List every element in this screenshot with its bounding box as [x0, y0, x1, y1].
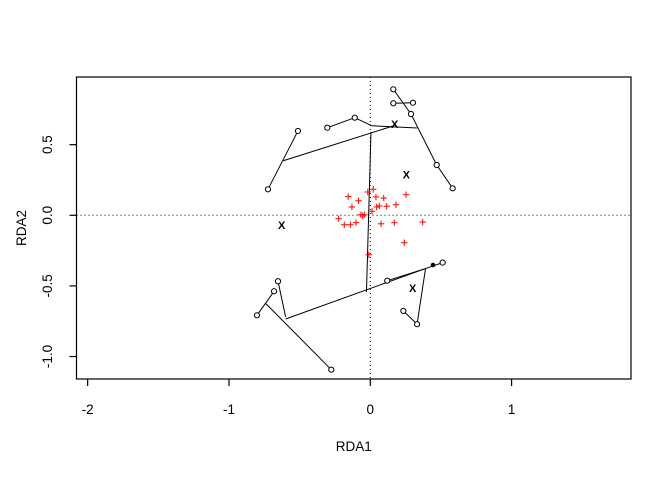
- cluster-segment: [371, 125, 418, 129]
- cluster-segment: [387, 268, 426, 282]
- y-tick-label: -0.5: [40, 274, 55, 297]
- cluster-segment: [365, 131, 372, 293]
- centroid-x-mark: X: [278, 220, 286, 232]
- site-point: [400, 307, 407, 315]
- cluster-segment: [277, 281, 287, 318]
- site-point: [407, 110, 415, 118]
- site-point: [384, 277, 391, 284]
- x-tick-label: 1: [508, 402, 516, 417]
- x-axis-title: RDA1: [336, 439, 372, 454]
- cluster-segment: [285, 268, 426, 320]
- cluster-segment: [393, 102, 413, 104]
- site-point: [328, 366, 335, 373]
- cluster-segment: [392, 88, 412, 115]
- centroid-x-mark: X: [403, 169, 411, 181]
- x-tick-label: -1: [223, 402, 235, 417]
- site-point: [433, 161, 440, 169]
- site-point: [294, 127, 302, 135]
- cluster-segment: [283, 124, 395, 162]
- site-point: [439, 259, 446, 266]
- cluster-segment: [403, 310, 418, 325]
- cluster-segment: [436, 164, 454, 189]
- site-point: [324, 124, 331, 131]
- site-point: [390, 86, 397, 93]
- site-point: [390, 100, 397, 107]
- centroid-x-mark: X: [391, 119, 399, 131]
- site-point: [270, 288, 278, 295]
- site-point: [351, 114, 358, 121]
- cluster-segment: [256, 290, 275, 316]
- cluster-segment: [354, 117, 372, 127]
- y-tick-label: 0.0: [40, 206, 55, 225]
- plot-box: [75, 76, 632, 380]
- cluster-segment: [265, 303, 332, 371]
- y-axis-title: RDA2: [14, 210, 29, 246]
- y-tick-label: -1.0: [40, 345, 55, 368]
- centroid-x-mark: X: [409, 283, 417, 295]
- site-point: [413, 321, 421, 328]
- filled-site-point: [430, 262, 436, 268]
- cluster-segment: [267, 130, 299, 190]
- x-tick-label: -2: [82, 402, 94, 417]
- site-point: [264, 186, 272, 193]
- x-tick-label: 0: [367, 402, 375, 417]
- site-point: [409, 99, 417, 106]
- site-point: [274, 278, 282, 285]
- cluster-segment: [416, 268, 427, 325]
- y-tick-label: 0.5: [40, 135, 55, 154]
- cluster-segment: [327, 117, 355, 129]
- cluster-segment: [410, 113, 438, 166]
- site-point: [449, 185, 456, 192]
- site-point: [253, 312, 261, 319]
